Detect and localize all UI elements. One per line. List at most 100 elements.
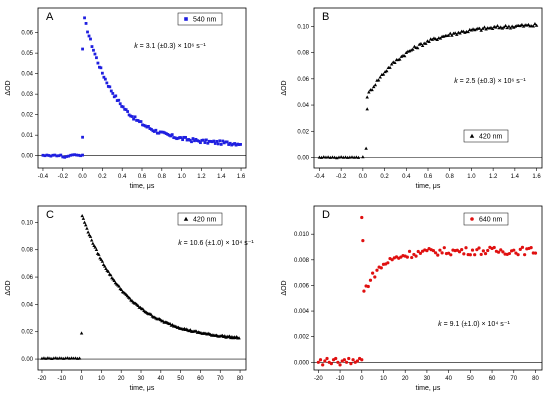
data-point xyxy=(158,130,162,134)
x-tick-label: 0.6 xyxy=(424,174,433,180)
data-point xyxy=(117,98,121,102)
data-point xyxy=(81,216,86,220)
x-tick-label: 80 xyxy=(532,376,539,382)
data-point xyxy=(109,89,113,93)
data-point xyxy=(75,153,79,157)
data-point xyxy=(164,132,168,135)
data-point xyxy=(228,141,232,145)
data-point xyxy=(190,140,193,144)
x-tick-label: -10 xyxy=(336,376,345,382)
x-tick-label: 30 xyxy=(424,376,431,382)
data-point xyxy=(92,48,95,52)
data-point xyxy=(138,120,141,124)
data-point xyxy=(373,83,378,87)
data-point xyxy=(182,135,186,139)
rate-value: = 9.1 (±1.0) × 10⁴ s⁻¹ xyxy=(442,321,511,328)
data-point xyxy=(375,268,379,272)
x-tick-label: 1.0 xyxy=(467,174,476,180)
legend: 420 nm xyxy=(177,212,223,226)
legend-marker xyxy=(183,216,189,221)
data-point xyxy=(520,22,524,27)
data-point xyxy=(436,253,440,257)
data-point xyxy=(120,105,124,108)
data-point xyxy=(237,143,241,146)
data-point xyxy=(202,138,205,142)
data-point xyxy=(412,252,416,257)
data-point xyxy=(212,139,216,143)
data-point xyxy=(512,25,516,29)
data-point xyxy=(51,153,55,157)
data-point xyxy=(361,155,365,159)
y-tick-label: 0.002 xyxy=(294,335,310,341)
data-point xyxy=(390,258,394,262)
data-point xyxy=(181,138,185,142)
data-point xyxy=(316,360,320,364)
data-point xyxy=(415,46,420,50)
data-point xyxy=(61,155,65,159)
data-point xyxy=(55,154,59,158)
data-point xyxy=(123,107,127,111)
y-tick-label: 0.03 xyxy=(21,92,33,98)
legend-box xyxy=(463,129,509,143)
data-point xyxy=(142,123,146,127)
data-point xyxy=(354,155,359,159)
data-point xyxy=(516,253,520,257)
y-tick-label: 0.00 xyxy=(21,357,33,363)
data-point xyxy=(172,136,176,139)
legend-box xyxy=(463,212,509,226)
data-point xyxy=(347,356,351,361)
plot-frame xyxy=(313,205,543,371)
data-point xyxy=(216,142,220,146)
data-point xyxy=(389,62,394,66)
data-point xyxy=(507,24,511,28)
data-point xyxy=(200,138,204,142)
data-point xyxy=(338,363,342,367)
rate-symbol: k xyxy=(454,78,458,85)
data-series xyxy=(317,22,539,160)
data-point xyxy=(141,123,144,127)
data-point xyxy=(457,250,462,254)
data-point xyxy=(73,356,78,360)
data-point xyxy=(484,27,488,31)
data-point xyxy=(410,255,414,260)
x-tick-label: 0.6 xyxy=(138,174,147,180)
data-point xyxy=(440,251,444,255)
data-point xyxy=(489,25,493,29)
data-point xyxy=(325,356,329,361)
x-tick-label: 0.8 xyxy=(158,174,167,180)
data-point xyxy=(89,37,92,41)
data-point xyxy=(425,249,429,253)
data-point xyxy=(462,252,466,256)
data-point xyxy=(90,45,94,48)
data-point xyxy=(89,238,94,242)
x-tick-label: -20 xyxy=(38,376,47,382)
y-tick-label: 0.00 xyxy=(21,154,33,160)
panel-letter: C xyxy=(46,209,54,221)
data-point xyxy=(184,136,187,139)
data-point xyxy=(366,284,370,289)
data-point xyxy=(96,61,100,65)
x-tick-label: 1.4 xyxy=(511,174,520,180)
data-series xyxy=(316,215,538,367)
data-point xyxy=(344,360,349,364)
y-tick-label: 0.04 xyxy=(21,302,33,308)
legend-box xyxy=(177,12,223,26)
data-point xyxy=(93,245,97,249)
data-point xyxy=(118,102,122,106)
data-point xyxy=(221,139,225,143)
x-tick-label: 0.4 xyxy=(402,174,411,180)
data-point xyxy=(371,84,376,89)
data-point xyxy=(86,230,90,234)
data-point xyxy=(206,141,210,145)
x-axis-label: time, μs xyxy=(130,183,155,190)
data-point xyxy=(139,120,143,123)
x-tick-label: 70 xyxy=(217,376,224,382)
data-point xyxy=(398,57,402,61)
data-point xyxy=(207,139,211,143)
data-point xyxy=(449,253,453,257)
data-point xyxy=(147,125,150,128)
data-point xyxy=(336,360,340,364)
data-point xyxy=(196,139,199,143)
data-point xyxy=(499,248,503,252)
data-point xyxy=(477,246,481,250)
